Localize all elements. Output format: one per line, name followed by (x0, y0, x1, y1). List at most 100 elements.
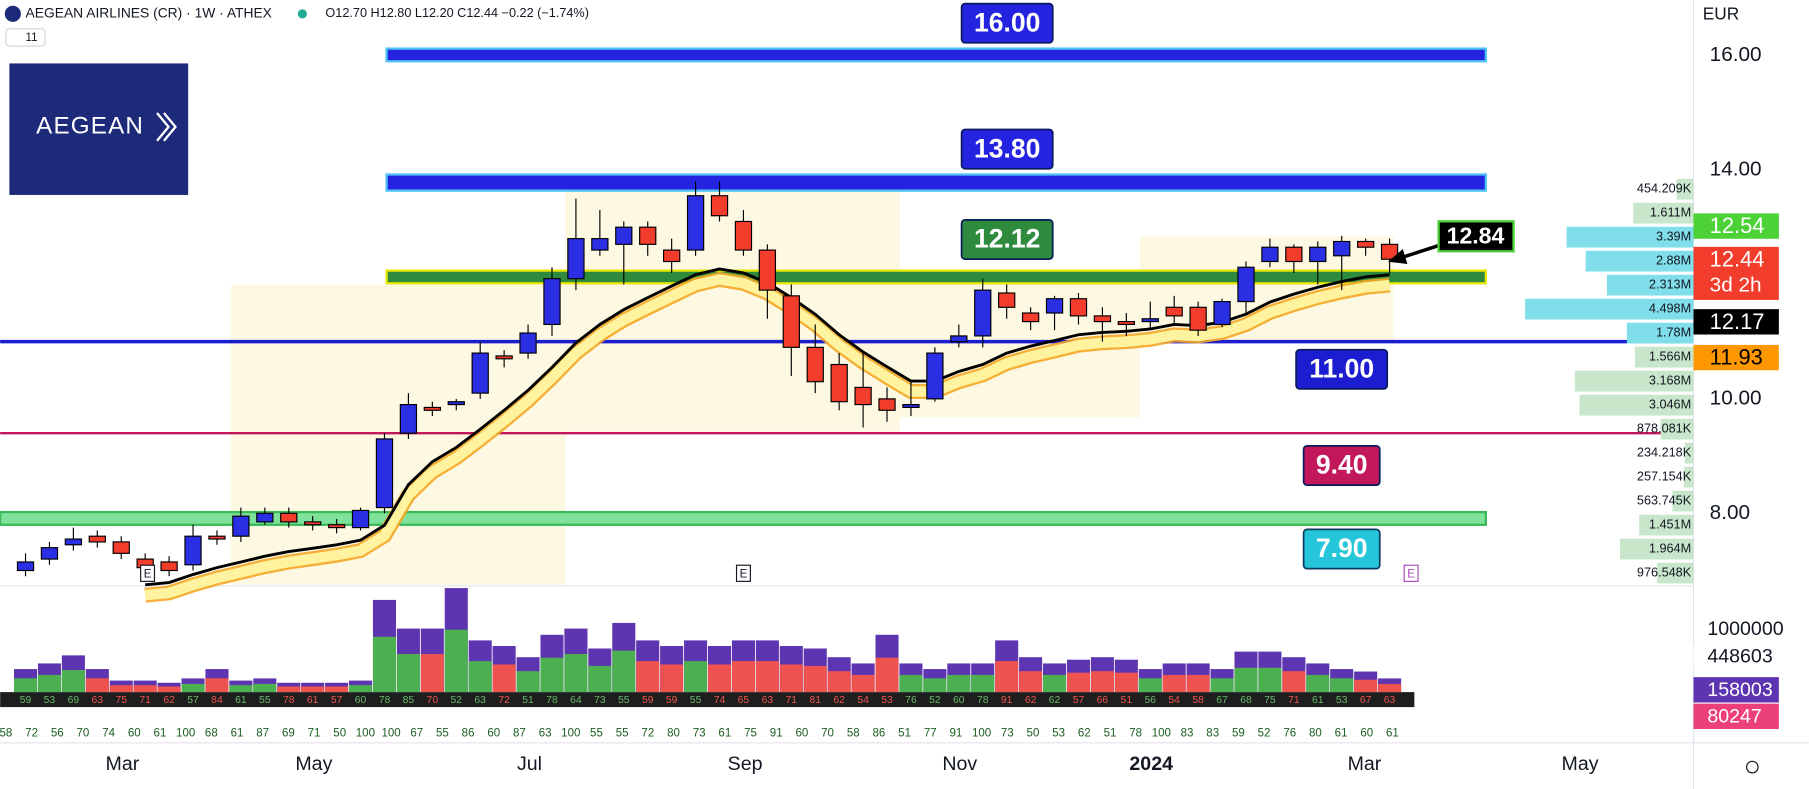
volume-bar-lower (875, 657, 899, 693)
profile-label: 4.498M (1649, 301, 1691, 315)
volume-bar-lower (1138, 678, 1162, 693)
candle-body (112, 541, 130, 554)
indicator-value: 61 (1386, 728, 1399, 740)
indicator-value: 100 (176, 728, 195, 740)
indicator-toggle[interactable] (5, 28, 46, 47)
settings[interactable] (1745, 760, 1759, 774)
indicator-value: 68 (1240, 695, 1252, 706)
candle-body (543, 278, 561, 326)
indicator-value: 52 (929, 695, 941, 706)
indicator-value: 53 (44, 695, 56, 706)
volume-bar-lower (1019, 671, 1043, 693)
volume-bar-lower (301, 686, 325, 693)
candle-body (399, 403, 418, 434)
profile-label: 1.611M (1650, 206, 1691, 220)
indicator-value: 71 (1288, 695, 1300, 706)
profile-label: 1.78M (1656, 325, 1691, 339)
indicator-value: 53 (1336, 695, 1348, 706)
indicator-value: 72 (25, 728, 38, 740)
volume-badge (1693, 703, 1779, 730)
candle-body (854, 386, 872, 406)
indicator-value: 75 (1264, 695, 1276, 706)
profile-area (230, 284, 566, 585)
volume-bar-lower (899, 674, 923, 693)
indicator-value: 100 (356, 728, 375, 740)
x-tick-label: Mar (106, 753, 140, 775)
price-badge (1693, 309, 1779, 335)
indicator-value: 55 (616, 728, 629, 740)
logo: AEGEAN (36, 112, 144, 139)
level-band (385, 269, 1488, 285)
candle-body (1309, 246, 1327, 263)
countdown: 3d 2h (1710, 274, 1762, 297)
currency: EUR (1703, 4, 1740, 24)
indicator-value: 63 (474, 695, 486, 706)
volume-bar-lower (253, 683, 277, 693)
candle-body (447, 401, 465, 406)
price-badge (1693, 344, 1779, 371)
symbol: AEGEAN AIRLINES (CR) · 1W · ATHEX (26, 4, 272, 20)
volume-tick-label: 1000000 (1707, 618, 1783, 640)
indicator-value: 73 (693, 728, 706, 740)
price-badge (1693, 213, 1779, 239)
indicator-value: 71 (308, 728, 321, 740)
indicator-value: 58 (1192, 695, 1204, 706)
volume-bar-lower (372, 636, 397, 693)
indicator-value: 52 (450, 695, 462, 706)
indicator-value: 63 (92, 695, 104, 706)
indicator-value: 68 (205, 728, 218, 740)
candle-body (686, 195, 705, 251)
indicator-value: 66 (1097, 695, 1109, 706)
logo-box (9, 63, 189, 195)
profile-bar (1660, 418, 1694, 440)
indicator-value: 53 (1052, 728, 1065, 740)
candle-body (1141, 318, 1159, 323)
indicator-value: 62 (163, 695, 175, 706)
indicator-value: 87 (513, 728, 526, 740)
indicator-value: 60 (795, 728, 808, 740)
indicator-value: 55 (590, 728, 603, 740)
volume-bar-lower (971, 674, 995, 693)
candle-body (926, 352, 944, 400)
profile-bar (1606, 274, 1694, 296)
symbol-icon (4, 5, 21, 22)
profile-label: 3.046M (1649, 397, 1691, 411)
volume-bar-lower (1354, 679, 1378, 693)
indicator-value: 67 (410, 728, 423, 740)
candle-body (782, 295, 800, 348)
indicator-value: 64 (570, 695, 582, 706)
level-band (0, 510, 1488, 526)
volume-bar-lower (1114, 672, 1138, 693)
volume-bar-lower (1378, 683, 1402, 693)
profile-bar (1566, 226, 1694, 248)
indicator-value: 63 (539, 728, 552, 740)
candle-body (1093, 315, 1112, 323)
indicator-value: 70 (77, 728, 90, 740)
indicator-value: 59 (666, 695, 678, 706)
indicator-value: 59 (20, 695, 32, 706)
indicator-value: 78 (283, 695, 295, 706)
indicator-value: 55 (259, 695, 271, 706)
candle-body (423, 406, 441, 411)
candle-body (471, 352, 489, 394)
candle-body (1237, 266, 1255, 303)
profile-bar (1684, 442, 1694, 464)
volume-bar-lower (564, 653, 588, 693)
volume-bar-lower (133, 685, 157, 693)
candle-body (1117, 321, 1135, 326)
indicator-value: 100 (972, 728, 991, 740)
profile-label: 1.451M (1649, 517, 1691, 531)
indicator-value: 50 (1027, 728, 1040, 740)
currency-box[interactable] (1698, 2, 1802, 28)
indicator-value: 84 (211, 695, 223, 706)
candle-body (1021, 312, 1040, 323)
indicator-value: 51 (898, 728, 911, 740)
profile-bar (1574, 370, 1694, 392)
indicator-value: 59 (642, 695, 654, 706)
indicator-value: 62 (833, 695, 845, 706)
y-tick-label: 16.00 (1710, 43, 1762, 66)
candle-body (591, 238, 609, 251)
candle-body (1380, 243, 1399, 260)
